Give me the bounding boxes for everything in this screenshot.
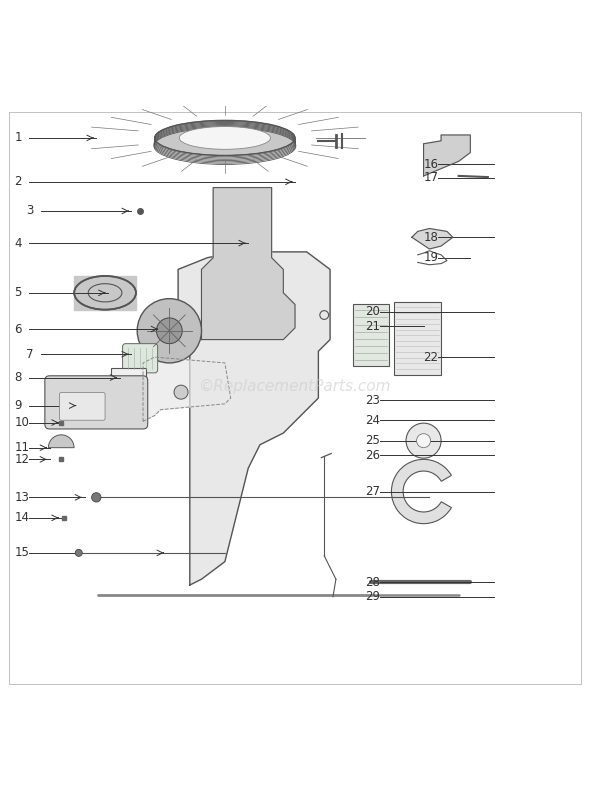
- FancyBboxPatch shape: [394, 302, 441, 375]
- Text: 12: 12: [15, 453, 30, 466]
- Ellipse shape: [155, 120, 295, 155]
- Text: 9: 9: [15, 399, 22, 412]
- Circle shape: [137, 298, 202, 363]
- Text: 25: 25: [365, 434, 380, 447]
- Text: 11: 11: [15, 441, 30, 455]
- FancyBboxPatch shape: [353, 305, 388, 366]
- Polygon shape: [424, 135, 470, 176]
- Circle shape: [174, 385, 188, 399]
- Text: 14: 14: [15, 511, 30, 525]
- Text: 5: 5: [15, 287, 22, 299]
- Wedge shape: [48, 435, 74, 447]
- Text: 2: 2: [15, 175, 22, 189]
- Text: 22: 22: [424, 350, 438, 364]
- Text: 19: 19: [424, 252, 438, 264]
- Text: 8: 8: [15, 371, 22, 384]
- FancyBboxPatch shape: [123, 344, 158, 373]
- Text: 13: 13: [15, 491, 30, 504]
- Circle shape: [406, 423, 441, 458]
- Polygon shape: [412, 228, 453, 249]
- FancyBboxPatch shape: [60, 392, 105, 420]
- Polygon shape: [74, 276, 136, 310]
- Ellipse shape: [179, 127, 270, 150]
- Text: ©ReplacementParts.com: ©ReplacementParts.com: [199, 379, 391, 394]
- Text: 3: 3: [26, 205, 34, 217]
- Circle shape: [417, 434, 431, 447]
- Text: 18: 18: [424, 231, 438, 244]
- Text: 28: 28: [365, 576, 380, 588]
- Text: 20: 20: [365, 305, 380, 318]
- FancyBboxPatch shape: [111, 368, 146, 393]
- Text: 29: 29: [365, 590, 380, 603]
- Text: 21: 21: [365, 320, 380, 333]
- Text: 16: 16: [424, 158, 438, 170]
- Text: 4: 4: [15, 236, 22, 250]
- Text: 6: 6: [15, 322, 22, 336]
- Text: 27: 27: [365, 485, 380, 498]
- Text: 7: 7: [26, 348, 34, 361]
- Text: 17: 17: [424, 171, 438, 184]
- Text: 26: 26: [365, 449, 380, 462]
- Text: 24: 24: [365, 414, 380, 427]
- Polygon shape: [202, 188, 295, 340]
- Circle shape: [156, 318, 182, 344]
- Text: 10: 10: [15, 416, 30, 429]
- Polygon shape: [143, 357, 231, 421]
- Wedge shape: [391, 459, 451, 524]
- Circle shape: [76, 549, 82, 556]
- Text: 23: 23: [365, 394, 380, 407]
- Circle shape: [91, 493, 101, 502]
- Polygon shape: [178, 252, 330, 585]
- FancyBboxPatch shape: [45, 376, 148, 429]
- Text: 15: 15: [15, 546, 30, 560]
- Text: 1: 1: [15, 131, 22, 144]
